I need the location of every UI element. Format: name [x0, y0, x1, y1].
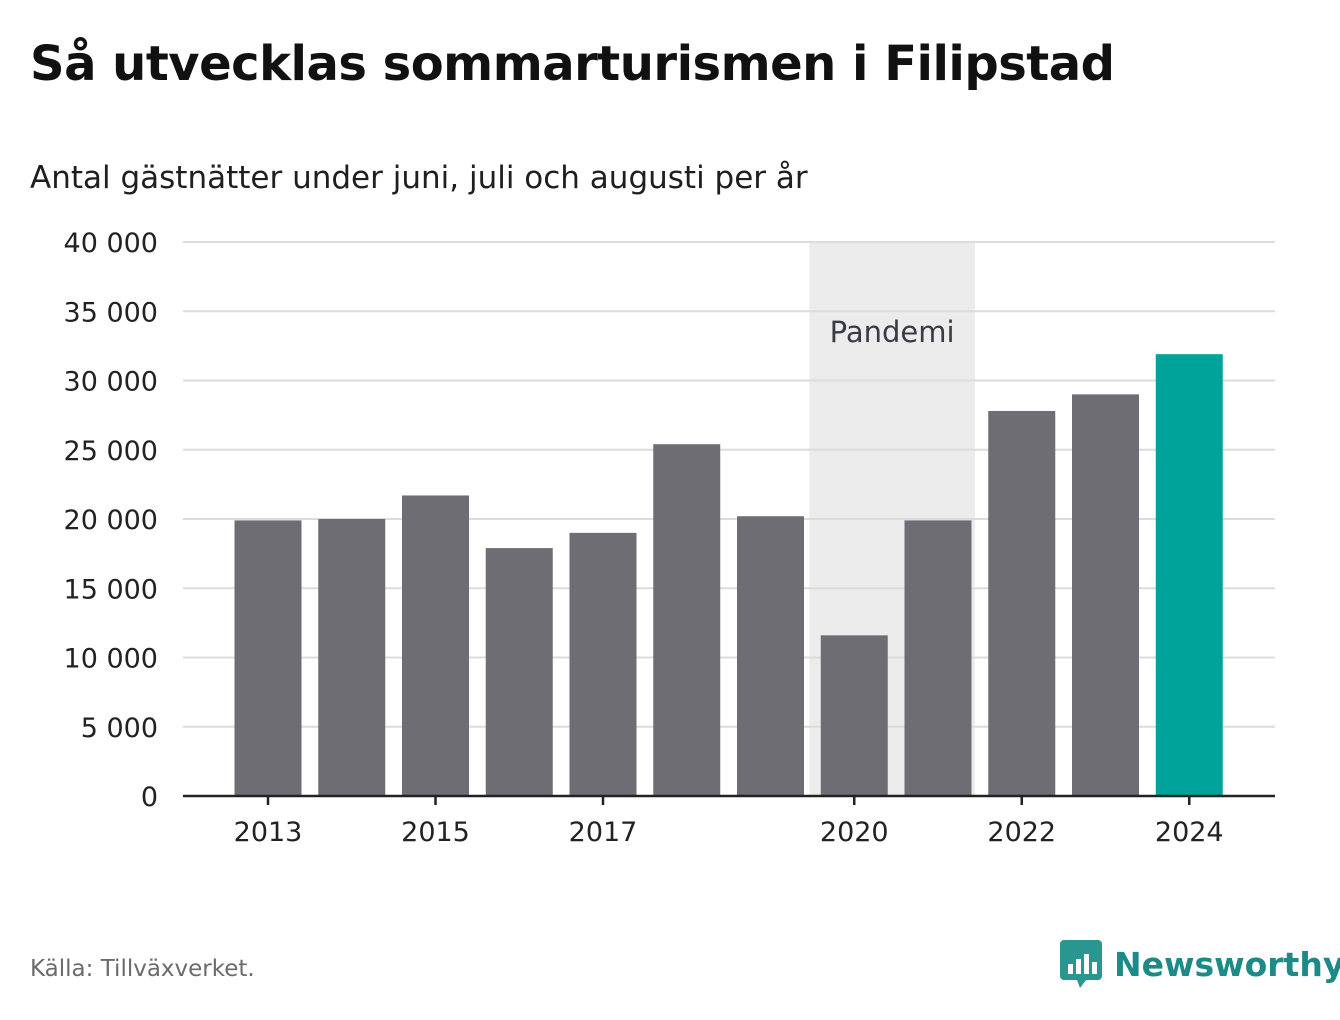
y-tick-label: 30 000	[64, 367, 158, 398]
brand-name: Newsworthy	[1114, 944, 1340, 984]
pandemic-label: Pandemi	[830, 315, 955, 349]
x-tick-label: 2017	[569, 817, 638, 848]
bar-2019	[737, 516, 804, 796]
y-tick-label: 15 000	[64, 574, 158, 605]
x-tick-label: 2015	[401, 817, 470, 848]
chart-subtitle: Antal gästnätter under juni, juli och au…	[30, 160, 808, 196]
bar-2023	[1072, 394, 1139, 796]
source-note: Källa: Tillväxverket.	[30, 956, 255, 982]
bar-2015	[402, 495, 469, 796]
bar-2022	[988, 410, 1056, 796]
bar-2016	[485, 548, 553, 796]
bar-2017	[569, 532, 637, 796]
bar-2014	[318, 519, 386, 796]
bar-2018	[653, 444, 721, 796]
y-tick-label: 10 000	[64, 644, 158, 675]
y-tick-label: 0	[141, 782, 158, 813]
y-tick-label: 40 000	[64, 228, 158, 259]
bar-2021	[904, 520, 972, 796]
y-tick-label: 25 000	[64, 436, 158, 467]
bar-2024	[1155, 354, 1223, 796]
bar-2013	[234, 520, 302, 796]
x-tick-label: 2024	[1155, 817, 1224, 848]
y-tick-label: 5 000	[81, 713, 158, 744]
x-tick-label: 2020	[820, 817, 889, 848]
y-tick-label: 35 000	[64, 297, 158, 328]
y-tick-label: 20 000	[64, 505, 158, 536]
chart-title: Så utvecklas sommarturismen i Filipstad	[30, 36, 1115, 92]
bar-2020	[820, 635, 888, 796]
x-tick-label: 2013	[234, 817, 303, 848]
newsworthy-chat-bar-icon	[1060, 940, 1102, 988]
brand-logo: Newsworthy	[1060, 940, 1340, 988]
x-tick-label: 2022	[987, 817, 1056, 848]
